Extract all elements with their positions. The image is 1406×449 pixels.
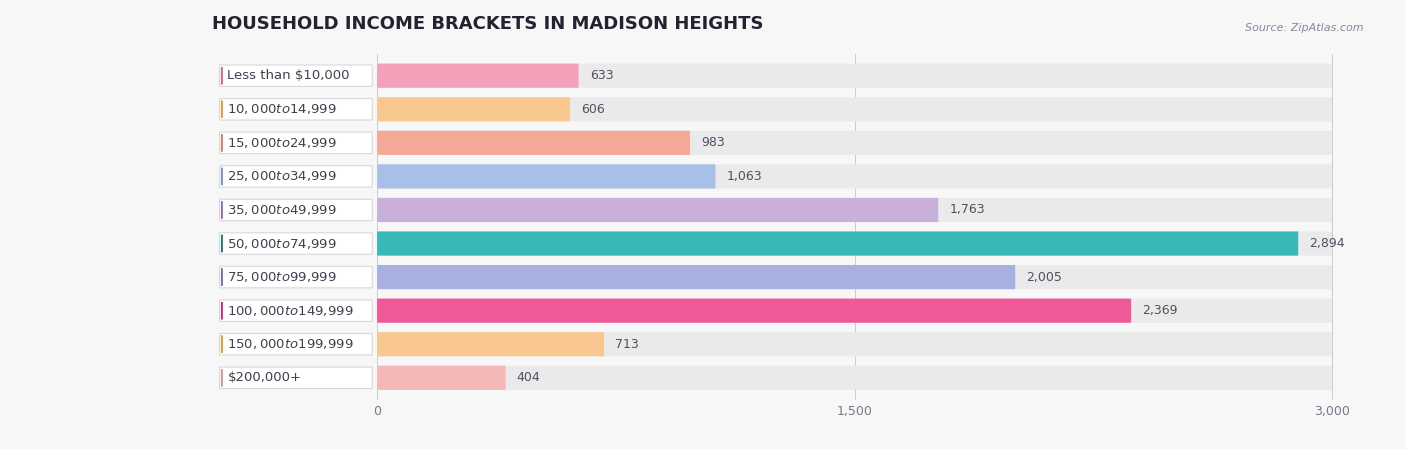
Text: 1,063: 1,063 [727,170,762,183]
FancyBboxPatch shape [219,334,373,355]
FancyBboxPatch shape [377,332,605,357]
FancyBboxPatch shape [377,265,1331,289]
FancyBboxPatch shape [219,367,373,388]
Text: $35,000 to $49,999: $35,000 to $49,999 [228,203,337,217]
FancyBboxPatch shape [377,365,506,390]
FancyBboxPatch shape [219,233,373,254]
FancyBboxPatch shape [219,199,373,221]
Text: $15,000 to $24,999: $15,000 to $24,999 [228,136,337,150]
FancyBboxPatch shape [377,97,569,121]
FancyBboxPatch shape [377,164,1331,189]
Text: $10,000 to $14,999: $10,000 to $14,999 [228,102,337,116]
Text: 2,369: 2,369 [1142,304,1178,317]
FancyBboxPatch shape [377,64,1331,88]
FancyBboxPatch shape [219,132,373,154]
FancyBboxPatch shape [377,332,1331,357]
FancyBboxPatch shape [377,131,690,155]
FancyBboxPatch shape [219,300,373,321]
FancyBboxPatch shape [219,65,373,87]
Text: Source: ZipAtlas.com: Source: ZipAtlas.com [1246,23,1364,33]
Text: $200,000+: $200,000+ [228,371,301,384]
FancyBboxPatch shape [219,166,373,187]
FancyBboxPatch shape [219,98,373,120]
FancyBboxPatch shape [377,64,578,88]
Text: $50,000 to $74,999: $50,000 to $74,999 [228,237,337,251]
FancyBboxPatch shape [219,266,373,288]
FancyBboxPatch shape [377,97,1331,121]
Text: 983: 983 [702,136,725,150]
FancyBboxPatch shape [377,164,716,189]
Text: 606: 606 [581,103,605,116]
Text: 633: 633 [589,69,613,82]
FancyBboxPatch shape [377,231,1298,255]
Text: 713: 713 [616,338,638,351]
Text: $100,000 to $149,999: $100,000 to $149,999 [228,304,354,317]
Text: 404: 404 [517,371,540,384]
FancyBboxPatch shape [377,231,1331,255]
Text: $150,000 to $199,999: $150,000 to $199,999 [228,337,354,351]
FancyBboxPatch shape [377,265,1015,289]
FancyBboxPatch shape [377,365,1331,390]
Text: $25,000 to $34,999: $25,000 to $34,999 [228,169,337,183]
Text: 2,894: 2,894 [1309,237,1346,250]
FancyBboxPatch shape [377,198,1331,222]
FancyBboxPatch shape [377,299,1331,323]
FancyBboxPatch shape [377,131,1331,155]
Text: 1,763: 1,763 [949,203,986,216]
Text: 2,005: 2,005 [1026,271,1063,284]
Text: HOUSEHOLD INCOME BRACKETS IN MADISON HEIGHTS: HOUSEHOLD INCOME BRACKETS IN MADISON HEI… [212,15,763,33]
Text: Less than $10,000: Less than $10,000 [228,69,350,82]
FancyBboxPatch shape [377,198,938,222]
FancyBboxPatch shape [377,299,1132,323]
Text: $75,000 to $99,999: $75,000 to $99,999 [228,270,337,284]
